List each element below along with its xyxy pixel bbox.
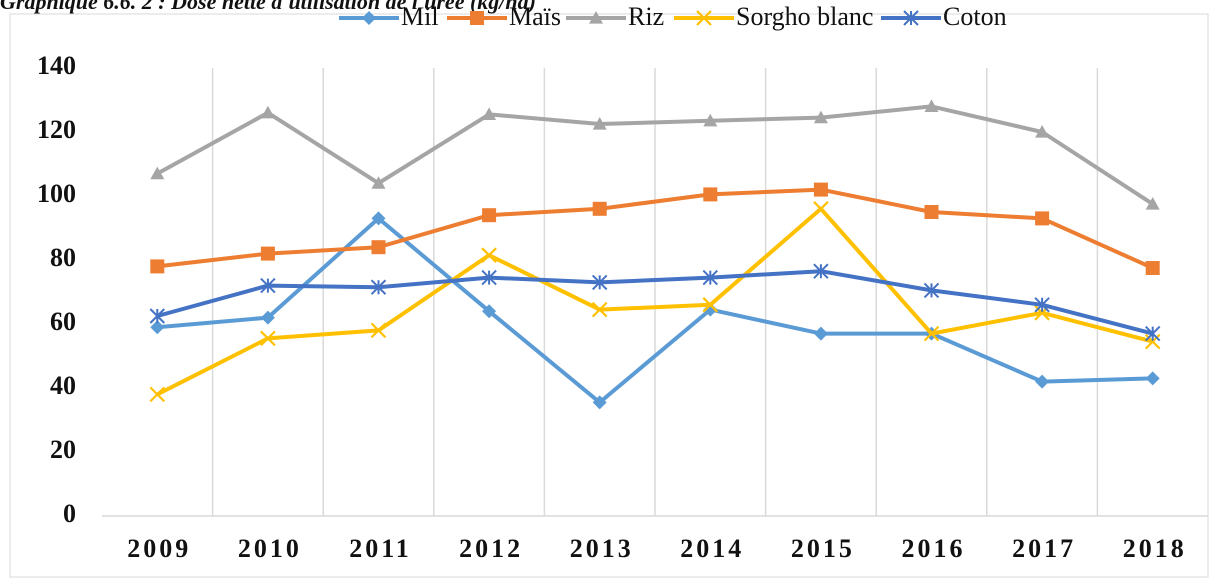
x-tick-label: 2015 xyxy=(791,534,855,563)
marker xyxy=(923,282,940,299)
y-tick-label: 80 xyxy=(50,243,76,272)
legend-label: Riz xyxy=(628,2,664,31)
marker xyxy=(592,201,607,216)
marker xyxy=(1145,197,1160,210)
marker xyxy=(370,279,387,295)
x-tick-label: 2012 xyxy=(459,534,523,563)
chart-border xyxy=(9,13,1209,578)
marker xyxy=(924,205,939,219)
marker xyxy=(149,308,166,324)
marker xyxy=(1035,125,1050,138)
marker xyxy=(702,269,719,286)
line xyxy=(157,187,1154,270)
marker xyxy=(813,263,829,279)
marker xyxy=(150,166,165,180)
legend-marker xyxy=(696,10,712,26)
marker xyxy=(482,208,497,223)
marker xyxy=(1035,374,1050,389)
marker xyxy=(260,310,275,325)
x-tick-label: 2010 xyxy=(238,534,302,563)
series xyxy=(150,182,1160,275)
marker xyxy=(1035,211,1050,226)
marker xyxy=(703,187,718,202)
x-tick-label: 2011 xyxy=(349,534,412,563)
marker xyxy=(260,105,275,119)
y-tick-label: 100 xyxy=(37,179,76,208)
legend-marker xyxy=(470,11,484,25)
x-tick-label: 2013 xyxy=(570,534,634,563)
legend-marker xyxy=(362,11,376,25)
marker xyxy=(260,330,276,347)
marker xyxy=(150,320,165,335)
legend-label: Maïs xyxy=(509,2,561,31)
marker xyxy=(370,322,387,339)
x-tick-label: 2009 xyxy=(127,534,191,563)
marker xyxy=(371,211,386,226)
marker xyxy=(1145,261,1160,275)
y-tick-label: 120 xyxy=(37,115,76,144)
marker xyxy=(591,301,608,318)
marker xyxy=(482,107,497,120)
line xyxy=(157,216,1153,405)
marker xyxy=(149,386,166,403)
x-tick-label: 2017 xyxy=(1012,534,1076,563)
x-tick-label: 2018 xyxy=(1123,534,1187,563)
legend-label: Mil xyxy=(401,2,439,31)
marker xyxy=(703,113,718,127)
legend-label: Sorgho blanc xyxy=(736,2,873,31)
marker xyxy=(813,326,828,341)
marker xyxy=(1145,371,1160,386)
marker xyxy=(1144,325,1161,342)
marker xyxy=(591,274,608,291)
marker xyxy=(260,277,276,294)
marker xyxy=(702,297,719,313)
marker xyxy=(1034,297,1050,313)
line xyxy=(156,206,1154,397)
y-tick-label: 40 xyxy=(50,371,76,400)
marker xyxy=(813,201,829,217)
line xyxy=(156,104,1154,206)
y-tick-label: 140 xyxy=(37,51,76,80)
marker xyxy=(481,247,497,263)
series xyxy=(150,99,1160,210)
x-tick-label: 2016 xyxy=(902,534,966,563)
x-tick-label: 2014 xyxy=(680,534,744,563)
marker xyxy=(813,110,828,124)
marker xyxy=(481,269,497,286)
marker xyxy=(924,99,939,112)
y-tick-label: 20 xyxy=(50,435,76,464)
marker xyxy=(592,395,607,410)
line xyxy=(156,269,1154,336)
marker xyxy=(923,325,940,342)
marker xyxy=(150,259,165,274)
marker xyxy=(482,304,497,319)
legend-marker xyxy=(589,11,603,24)
series xyxy=(149,263,1161,342)
marker xyxy=(260,246,275,261)
legend-marker xyxy=(903,10,919,26)
y-tick-label: 60 xyxy=(50,307,76,336)
marker xyxy=(813,182,828,197)
marker xyxy=(371,176,386,189)
marker xyxy=(371,240,386,255)
legend-label: Coton xyxy=(943,2,1007,31)
chart-title: Graphique 6.6. 2 : Dose nette d'utilisat… xyxy=(0,0,536,14)
y-tick-label: 0 xyxy=(63,499,76,528)
marker xyxy=(592,117,607,130)
